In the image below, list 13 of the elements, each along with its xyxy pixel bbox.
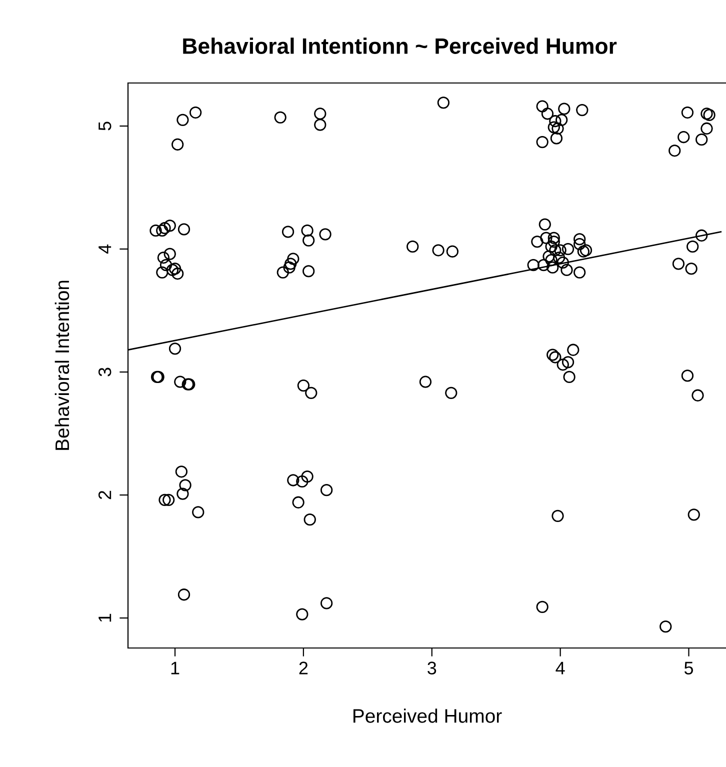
x-axis-title: Perceived Humor [353,708,502,723]
x-tick-label: 1 [171,662,180,674]
y-tick-label: 4 [98,244,112,254]
x-tick-label: 4 [556,662,565,674]
y-tick-label: 2 [98,490,112,500]
y-axis-title: Behavioral Intention [54,280,70,450]
y-tick-label: 1 [98,614,112,622]
chart-title: Behavioral Intentionn ~ Perceived Humor [183,38,617,54]
y-tick-label: 5 [98,122,112,130]
x-tick-label: 2 [299,662,308,674]
y-tick-label: 3 [98,368,112,376]
x-tick-label: 5 [684,662,694,674]
x-tick-label: 3 [428,662,436,674]
